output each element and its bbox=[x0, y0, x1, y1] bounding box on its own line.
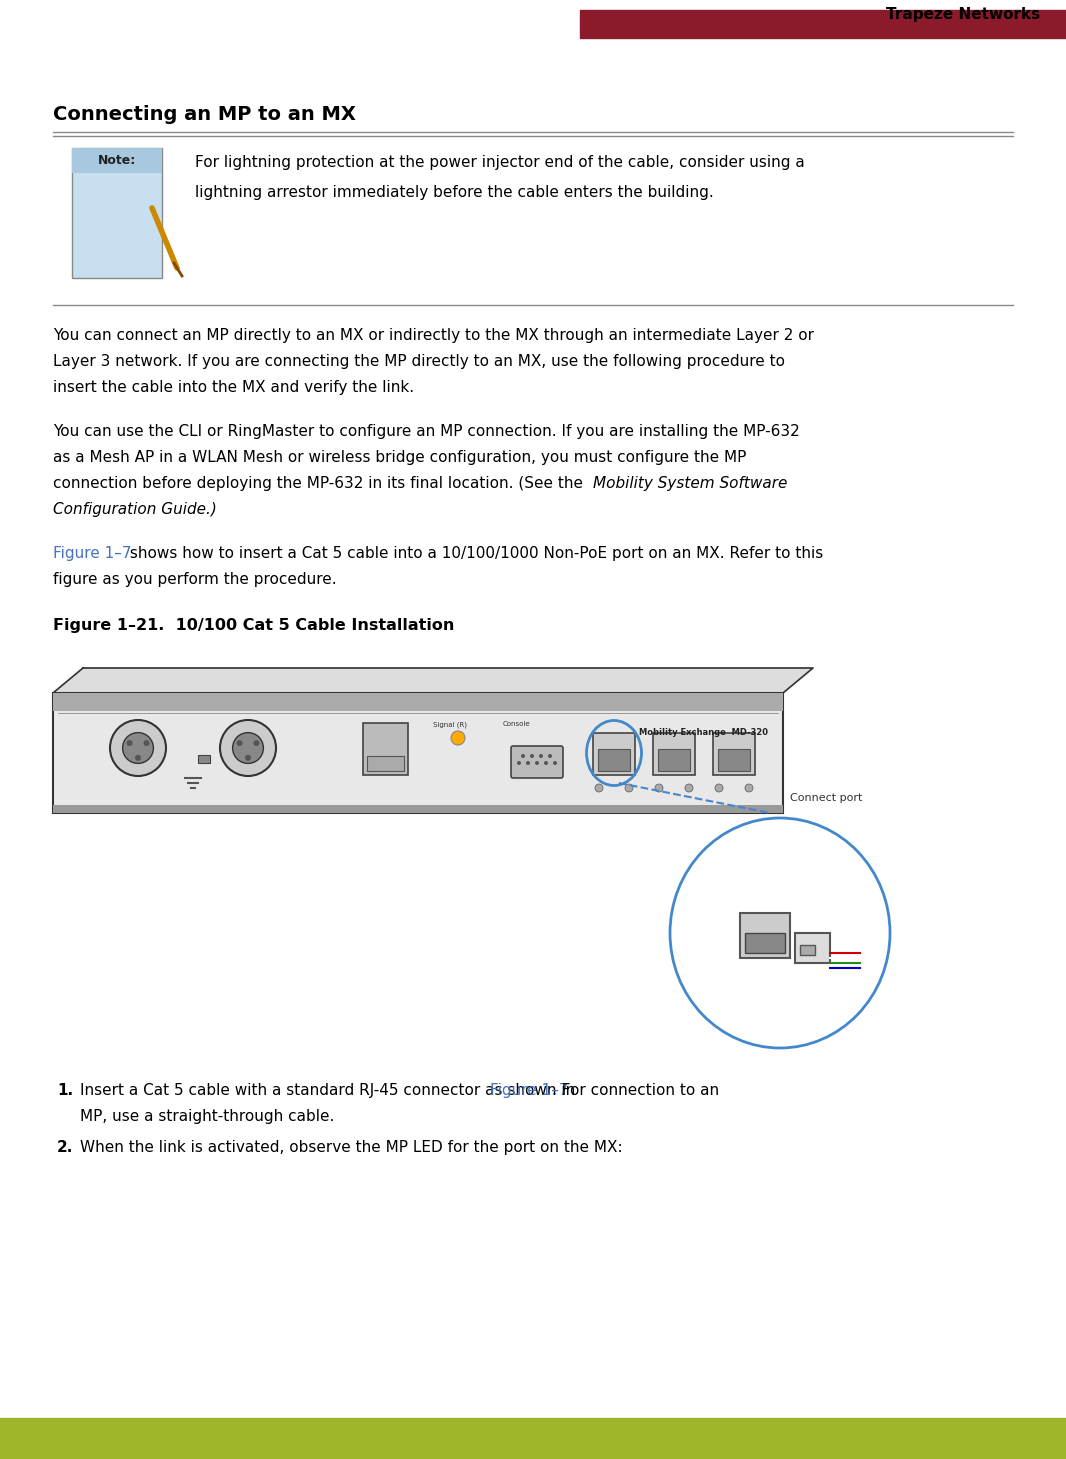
Bar bbox=[53, 805, 784, 813]
Circle shape bbox=[110, 719, 166, 776]
Circle shape bbox=[530, 754, 534, 759]
Circle shape bbox=[544, 762, 548, 765]
Circle shape bbox=[535, 762, 539, 765]
Bar bbox=[593, 732, 635, 775]
Text: Insert a Cat 5 cable with a standard RJ-45 connector as shown in: Insert a Cat 5 cable with a standard RJ-… bbox=[80, 1083, 580, 1099]
Text: Outdoor Mobility Point Quick Start Guide v.7.1: Outdoor Mobility Point Quick Start Guide… bbox=[41, 1443, 366, 1456]
Text: You can connect an MP directly to an MX or indirectly to the MX through an inter: You can connect an MP directly to an MX … bbox=[53, 328, 814, 343]
Circle shape bbox=[144, 740, 149, 746]
Bar bbox=[800, 945, 815, 956]
Circle shape bbox=[245, 754, 251, 760]
Circle shape bbox=[517, 762, 521, 765]
Circle shape bbox=[451, 731, 465, 746]
Circle shape bbox=[745, 783, 753, 792]
Text: 2.: 2. bbox=[56, 1139, 72, 1156]
Text: You can use the CLI or RingMaster to configure an MP connection. If you are inst: You can use the CLI or RingMaster to con… bbox=[53, 425, 799, 439]
Circle shape bbox=[526, 762, 530, 765]
Bar bbox=[718, 748, 750, 770]
Bar bbox=[0, 1418, 1066, 1440]
Text: shows how to insert a Cat 5 cable into a 10/100/1000 Non-PoE port on an MX. Refe: shows how to insert a Cat 5 cable into a… bbox=[125, 546, 823, 562]
Bar bbox=[53, 693, 784, 711]
Bar bbox=[0, 1437, 1066, 1459]
Bar bbox=[72, 147, 162, 174]
Text: 1.: 1. bbox=[56, 1083, 72, 1099]
Text: Figure 1–7: Figure 1–7 bbox=[489, 1083, 568, 1099]
Circle shape bbox=[232, 732, 263, 763]
Text: Configuration Guide.): Configuration Guide.) bbox=[53, 502, 216, 516]
Text: Trapeze Networks: Trapeze Networks bbox=[886, 6, 1040, 22]
Polygon shape bbox=[53, 668, 813, 693]
Text: Mobility System Software: Mobility System Software bbox=[593, 476, 788, 492]
Circle shape bbox=[254, 740, 259, 746]
Bar bbox=[72, 147, 162, 279]
Text: Mobility Exchange  MD-320: Mobility Exchange MD-320 bbox=[639, 728, 768, 737]
Text: . For connection to an: . For connection to an bbox=[552, 1083, 720, 1099]
FancyBboxPatch shape bbox=[511, 746, 563, 778]
Bar bbox=[745, 932, 785, 953]
Circle shape bbox=[655, 783, 663, 792]
Circle shape bbox=[548, 754, 552, 759]
Bar bbox=[53, 693, 784, 813]
Bar bbox=[364, 724, 408, 775]
Bar bbox=[598, 748, 630, 770]
Circle shape bbox=[127, 740, 132, 746]
Bar bbox=[580, 10, 1066, 38]
Bar bbox=[198, 754, 210, 763]
Text: Signal (R): Signal (R) bbox=[433, 721, 467, 728]
Text: 43: 43 bbox=[1013, 1443, 1030, 1456]
Text: Note:: Note: bbox=[98, 155, 136, 168]
Text: as a Mesh AP in a WLAN Mesh or wireless bridge configuration, you must configure: as a Mesh AP in a WLAN Mesh or wireless … bbox=[53, 449, 746, 465]
Circle shape bbox=[123, 732, 154, 763]
Circle shape bbox=[625, 783, 633, 792]
Text: Figure 1–7: Figure 1–7 bbox=[53, 546, 131, 562]
Bar bbox=[653, 732, 695, 775]
Text: For lightning protection at the power injector end of the cable, consider using : For lightning protection at the power in… bbox=[195, 155, 805, 171]
Bar bbox=[367, 756, 404, 770]
Bar bbox=[713, 732, 755, 775]
Circle shape bbox=[595, 783, 603, 792]
Text: When the link is activated, observe the MP LED for the port on the MX:: When the link is activated, observe the … bbox=[80, 1139, 623, 1156]
Text: figure as you perform the procedure.: figure as you perform the procedure. bbox=[53, 572, 337, 587]
Circle shape bbox=[553, 762, 558, 765]
Text: Layer 3 network. If you are connecting the MP directly to an MX, use the followi: Layer 3 network. If you are connecting t… bbox=[53, 355, 785, 369]
Text: insert the cable into the MX and verify the link.: insert the cable into the MX and verify … bbox=[53, 379, 414, 395]
Bar bbox=[795, 932, 830, 963]
Circle shape bbox=[220, 719, 276, 776]
Bar bbox=[658, 748, 690, 770]
Text: Figure 1–21.  10/100 Cat 5 Cable Installation: Figure 1–21. 10/100 Cat 5 Cable Installa… bbox=[53, 619, 454, 633]
Text: MP, use a straight-through cable.: MP, use a straight-through cable. bbox=[80, 1109, 335, 1123]
Circle shape bbox=[539, 754, 543, 759]
Circle shape bbox=[521, 754, 524, 759]
Circle shape bbox=[135, 754, 141, 760]
Text: connection before deploying the MP-632 in its final location. (See the: connection before deploying the MP-632 i… bbox=[53, 476, 587, 492]
Text: Connect port: Connect port bbox=[790, 794, 862, 802]
Text: lightning arrestor immediately before the cable enters the building.: lightning arrestor immediately before th… bbox=[195, 185, 714, 200]
Text: Console: Console bbox=[503, 721, 531, 727]
Circle shape bbox=[715, 783, 723, 792]
Circle shape bbox=[685, 783, 693, 792]
Bar bbox=[740, 913, 790, 959]
Text: Connecting an MP to an MX: Connecting an MP to an MX bbox=[53, 105, 356, 124]
Circle shape bbox=[237, 740, 242, 746]
